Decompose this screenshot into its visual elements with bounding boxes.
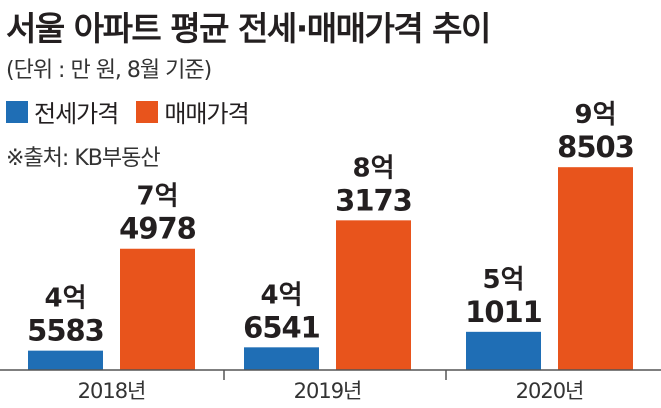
x-tick-label-2: 2020년 [516, 379, 584, 403]
data-label-eok-sale-2: 9억 [574, 100, 616, 130]
data-label-eok-jeonse-2: 5억 [482, 265, 524, 295]
data-label-man-jeonse-2: 1011 [465, 295, 542, 329]
legend-swatch-sale [136, 100, 159, 123]
data-label-man-sale-1: 3173 [335, 183, 412, 217]
data-label-man-jeonse-0: 5583 [27, 314, 104, 348]
data-label-eok-sale-1: 8억 [352, 153, 394, 183]
data-label-eok-jeonse-1: 4억 [260, 280, 302, 310]
legend-swatch-jeonse [6, 100, 28, 123]
data-label-eok-jeonse-0: 4억 [44, 284, 86, 314]
data-label-man-jeonse-1: 6541 [243, 310, 320, 344]
data-label-man-sale-0: 4978 [119, 212, 196, 246]
data-label-man-sale-2: 8503 [557, 130, 634, 164]
unit-note: (단위 : 만 원, 8월 기준) [6, 58, 212, 83]
source-note: ※출처: KB부동산 [6, 146, 161, 171]
legend-label-jeonse: 전세가격 [34, 100, 119, 128]
bar-sale-0 [120, 248, 195, 370]
bar-sale-2 [558, 167, 633, 370]
bar-jeonse-0 [28, 350, 103, 370]
bar-jeonse-1 [244, 347, 319, 370]
legend-item-jeonse: 전세가격 [6, 94, 119, 129]
chart-title: 서울 아파트 평균 전세·매매가격 추이 [6, 9, 491, 48]
x-tick-label-0: 2018년 [78, 379, 146, 403]
legend: 전세가격 매매가격 [6, 94, 267, 129]
legend-item-sale: 매매가격 [136, 94, 250, 129]
x-tick-label-1: 2019년 [294, 379, 362, 403]
data-label-eok-sale-0: 7억 [136, 182, 178, 212]
bar-jeonse-2 [466, 331, 541, 370]
legend-label-sale: 매매가격 [164, 100, 249, 128]
bar-sale-1 [336, 220, 411, 370]
